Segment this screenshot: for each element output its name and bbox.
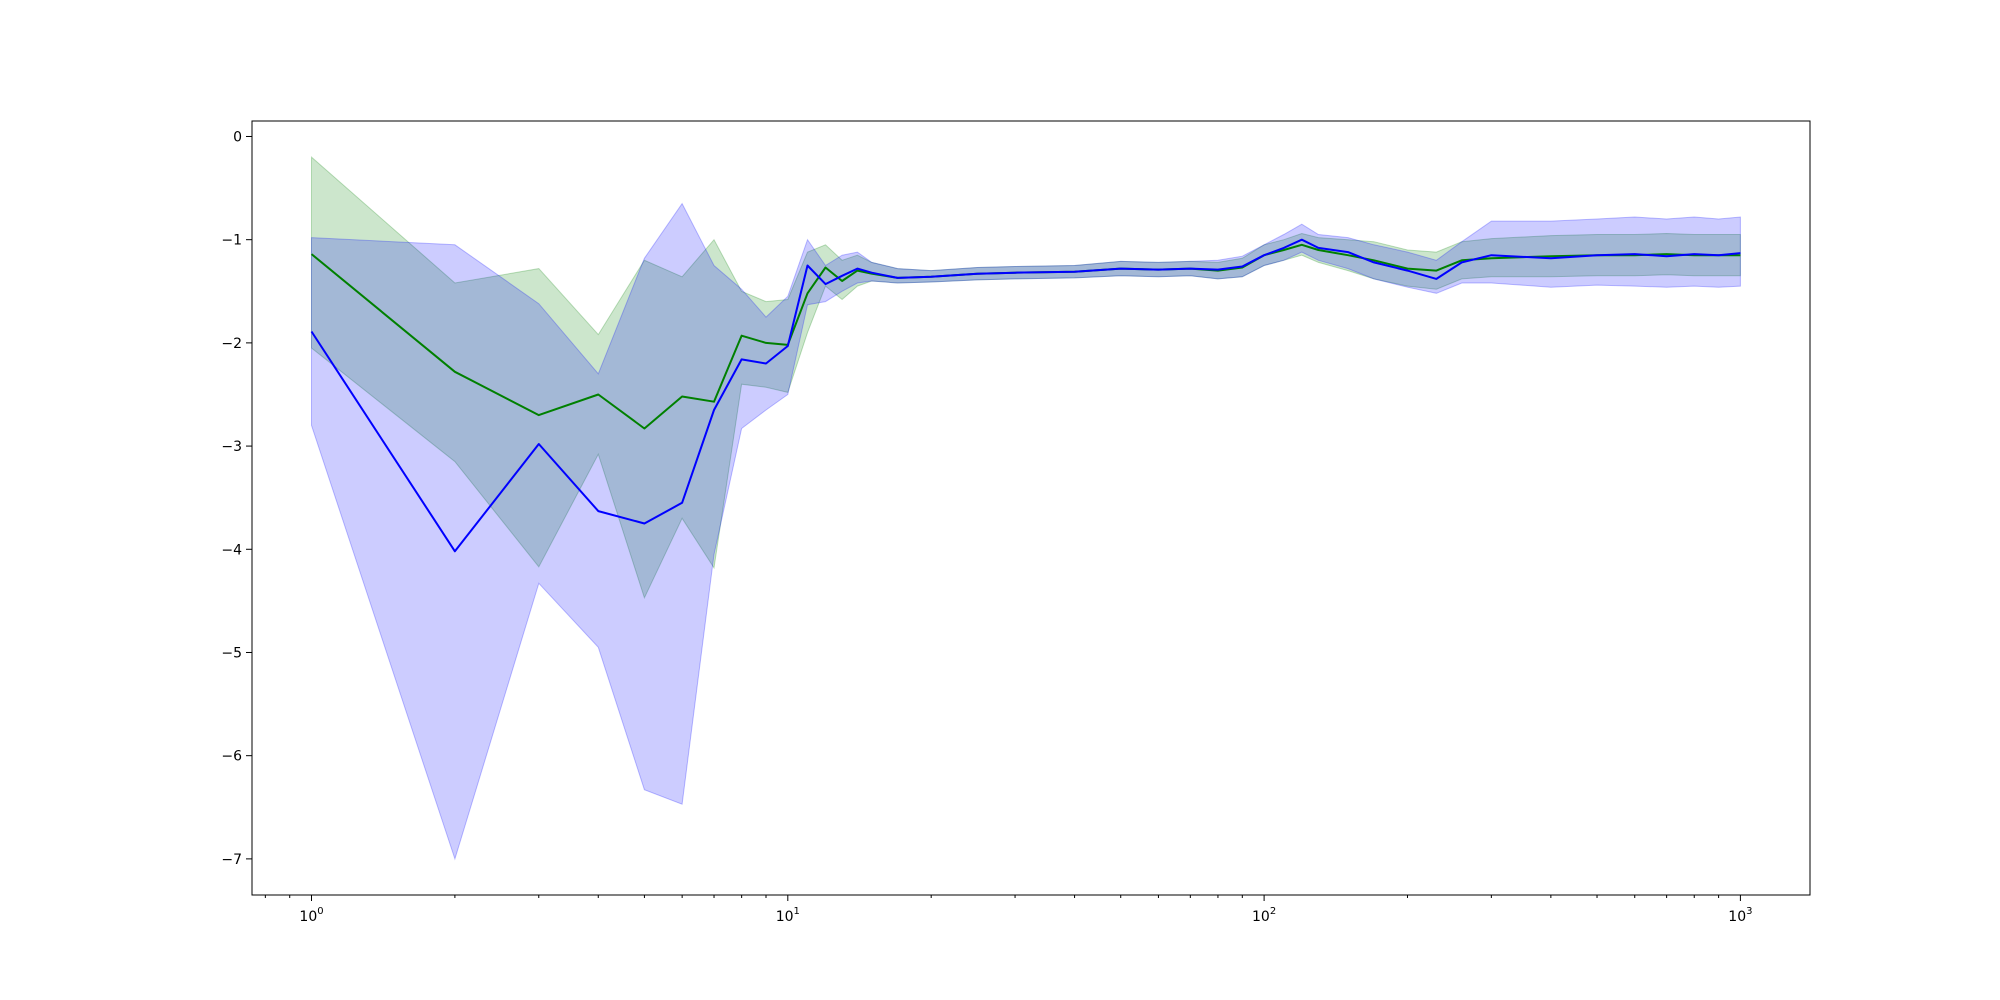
x-tick-label: 101 xyxy=(776,906,800,925)
series-lines xyxy=(310,238,1741,553)
confidence-bands xyxy=(311,155,1741,861)
plot-frame xyxy=(251,120,1811,896)
y-axis: 0 −1 −2 −3 −4 −5 −6 −7 xyxy=(221,129,252,868)
x-tick-label: 103 xyxy=(1728,906,1752,925)
x-axis: 100 101 102 103 xyxy=(264,895,1753,925)
y-tick-label: −1 xyxy=(221,233,242,249)
y-tick-label: −6 xyxy=(221,749,242,765)
y-tick-label: −4 xyxy=(221,542,242,558)
y-tick-label: −7 xyxy=(221,852,242,868)
y-tick-label: −2 xyxy=(221,336,242,352)
y-tick-label: −5 xyxy=(221,645,242,661)
series-1-band xyxy=(311,155,1741,600)
x-tick-label: 102 xyxy=(1252,906,1276,925)
series-2-line xyxy=(310,238,1741,553)
series-2-band xyxy=(311,202,1741,861)
x-tick-label: 100 xyxy=(299,906,323,925)
y-tick-label: −3 xyxy=(221,439,242,455)
y-tick-label: 0 xyxy=(233,129,242,145)
